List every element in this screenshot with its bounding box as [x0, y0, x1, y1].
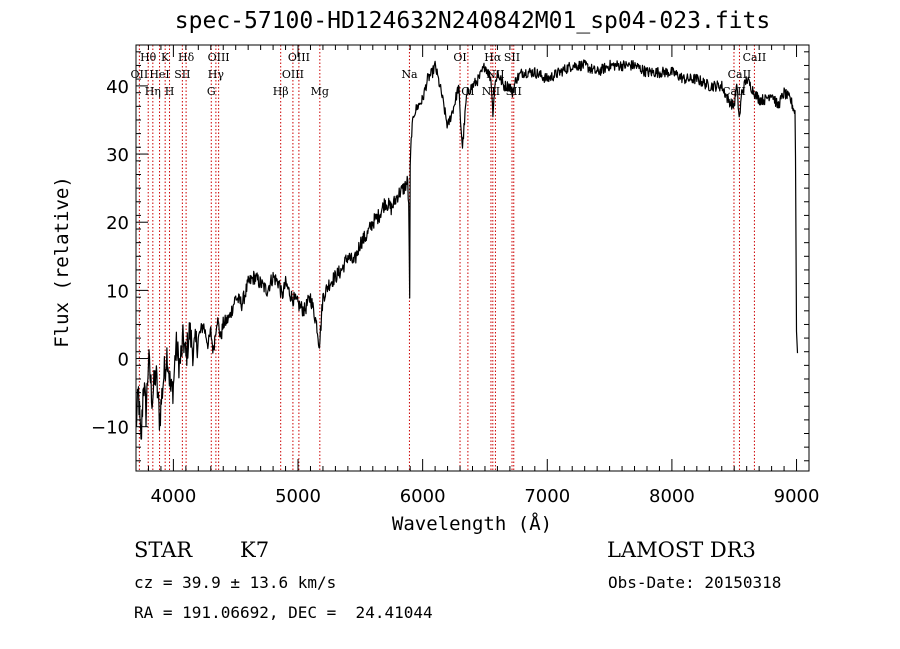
y-tick-label: 20	[106, 213, 129, 234]
line-label: NII	[482, 85, 500, 98]
x-tick-label: 8000	[649, 486, 695, 507]
line-label: Hβ	[273, 85, 289, 98]
line-label: OII	[131, 68, 149, 81]
emission-line-markers	[138, 45, 755, 471]
line-label: Mg	[311, 85, 329, 98]
x-tick-label: 9000	[774, 486, 820, 507]
y-tick-label: 10	[106, 281, 129, 302]
x-axis-ticks: 4000 5000 6000 7000 8000 9000	[135, 45, 820, 507]
x-tick-label: 7000	[524, 486, 570, 507]
y-tick-label: 30	[106, 145, 129, 166]
line-label: CaII	[743, 51, 767, 64]
object-subclass: K7	[240, 538, 270, 562]
line-label: OIII	[282, 68, 304, 81]
object-class: STAR	[134, 538, 193, 562]
y-tick-label: 40	[106, 77, 129, 98]
line-label: Hα	[484, 51, 502, 64]
survey-name: LAMOST DR3	[607, 538, 756, 562]
obs-date: Obs-Date: 20150318	[608, 573, 782, 592]
line-label: SII	[174, 68, 190, 81]
line-label: Hγ	[208, 68, 225, 81]
line-label: G	[207, 85, 216, 98]
y-tick-label: −10	[91, 418, 129, 439]
x-axis-label: Wavelength (Å)	[392, 512, 552, 535]
line-label: Hη	[145, 85, 161, 98]
y-axis-label: Flux (relative)	[51, 176, 73, 348]
emission-line-labels: OII Hθ Hη HeI K H SII Hδ G Hγ OIII Hβ OIII OIII Mg Na OI…	[131, 51, 767, 98]
line-label: SII	[504, 51, 520, 64]
y-tick-label: 0	[118, 350, 129, 371]
x-tick-label: 6000	[400, 486, 446, 507]
line-label: OIII	[288, 51, 310, 64]
line-label: HeI	[149, 68, 169, 81]
redshift-readout: cz = 39.9 ± 13.6 km/s	[134, 573, 337, 592]
line-label: OI	[453, 51, 466, 64]
line-label: Hθ	[140, 51, 157, 64]
ra-dec-readout: RA = 191.06692, DEC = 24.41044	[134, 603, 433, 622]
line-label: OIII	[208, 51, 230, 64]
line-label: Hδ	[178, 51, 195, 64]
line-label: Na	[401, 68, 418, 81]
line-label: CaII	[728, 68, 752, 81]
spectrum-line	[135, 59, 799, 440]
y-axis-ticks: −10 0 10 20 30 40	[91, 51, 809, 462]
chart-title: spec-57100-HD124632N240842M01_sp04-023.f…	[174, 8, 771, 34]
plot-frame	[135, 44, 810, 472]
line-label: H	[165, 85, 175, 98]
line-label: K	[161, 51, 170, 64]
x-tick-label: 4000	[150, 486, 196, 507]
x-tick-label: 5000	[275, 486, 321, 507]
